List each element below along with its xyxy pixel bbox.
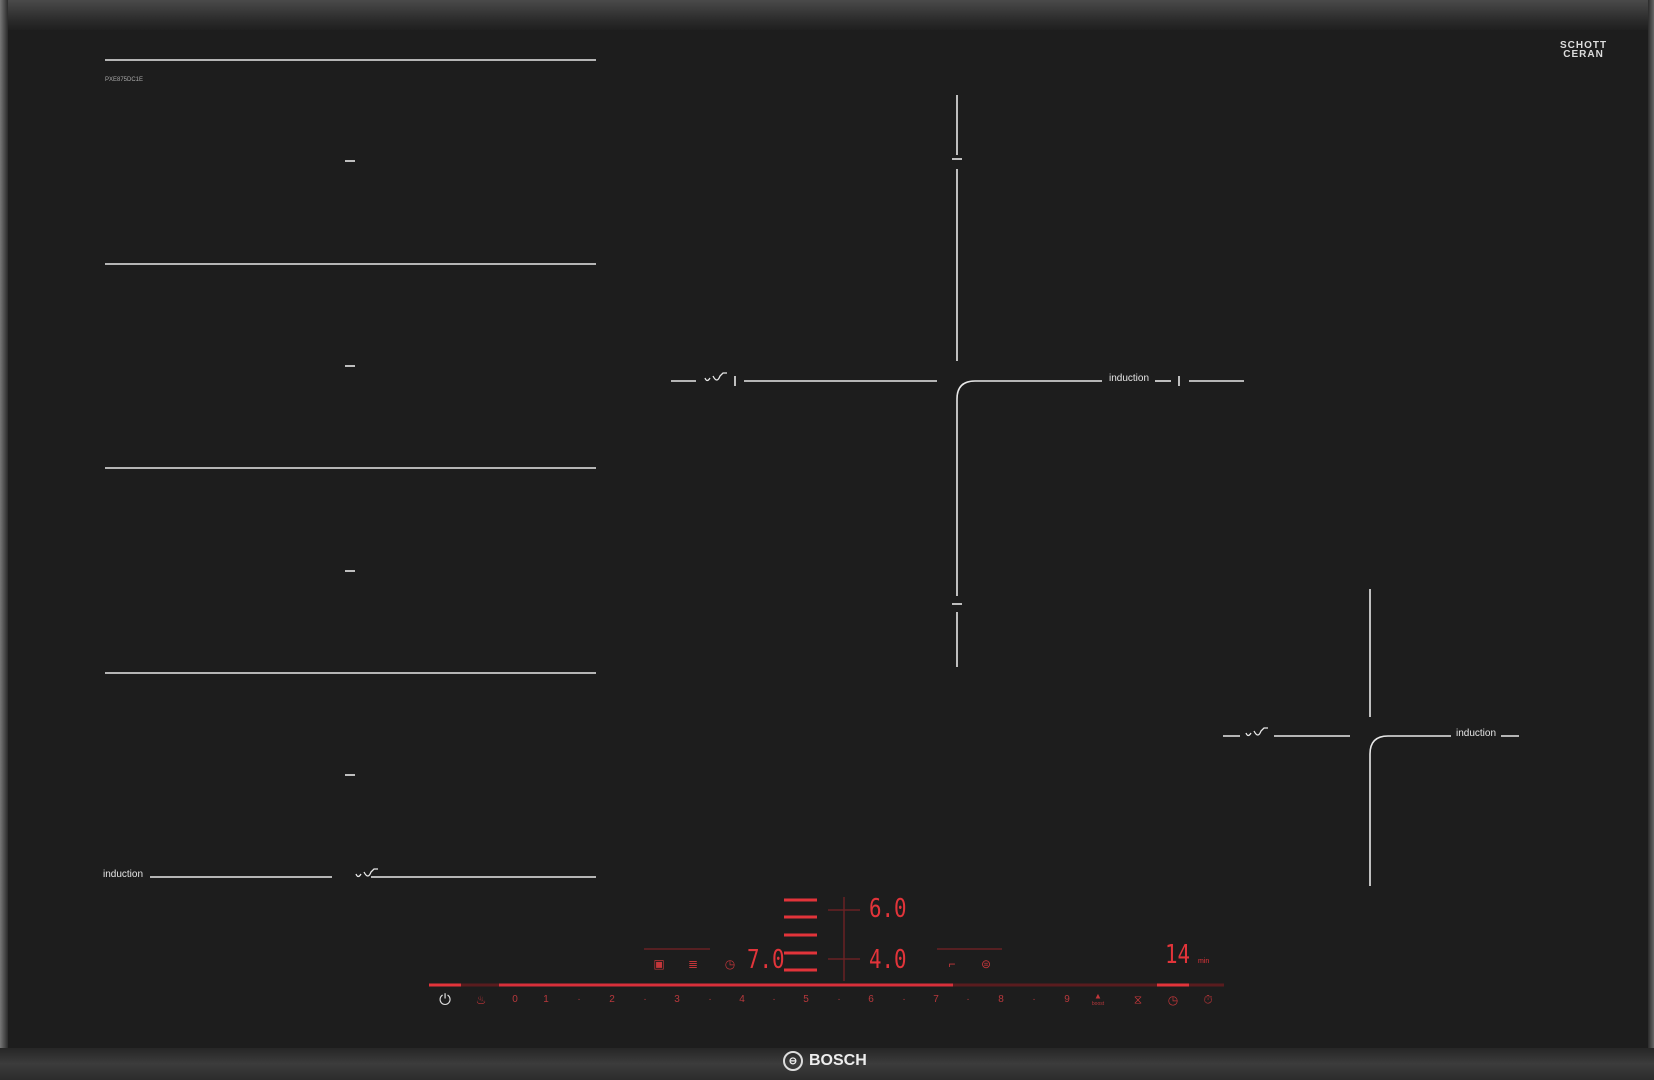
power-level-7[interactable]: 7	[933, 994, 939, 1005]
pan-symbol-icon	[355, 868, 378, 878]
pan-symbol-icon	[704, 372, 727, 382]
power-level-3-5[interactable]: ·	[708, 994, 712, 1005]
induction-label: induction	[1456, 728, 1497, 739]
zone-power-display-front[interactable]: 6.0	[869, 894, 907, 924]
hourglass-icon[interactable]: ⧖	[1133, 992, 1143, 1007]
power-level-5-5[interactable]: ·	[837, 994, 841, 1005]
schott-ceran-logo: SCHOTT CERAN	[1560, 40, 1608, 60]
pan-sensor-icon[interactable]: ▣	[653, 957, 665, 971]
induction-label: induction	[1109, 373, 1150, 384]
frame-top	[0, 0, 1654, 30]
clock-icon[interactable]: ◷	[1167, 993, 1179, 1007]
flex-zone-icon[interactable]: ⊜	[980, 957, 992, 971]
power-level-2[interactable]: 2	[609, 994, 615, 1005]
boost-icon[interactable]: ▲	[1094, 991, 1102, 1001]
power-level-8-5[interactable]: ·	[1032, 994, 1036, 1005]
frame-bottom	[0, 1048, 1654, 1080]
frame-right	[1648, 0, 1654, 1080]
brand-name: BOSCH	[809, 1052, 867, 1069]
bosch-armature-icon: ⊖	[783, 1051, 803, 1071]
minutes-display: 14	[1165, 940, 1191, 970]
keep-warm-icon[interactable]: ≣	[687, 957, 699, 971]
stopwatch-icon[interactable]: ⏱	[1203, 992, 1213, 1007]
model-number: PXE875DC1E	[105, 77, 144, 83]
right-zone-corner	[1369, 735, 1393, 886]
power-level-0[interactable]: 0	[512, 994, 518, 1005]
power-level-6-5[interactable]: ·	[902, 994, 906, 1005]
frame-left	[0, 0, 8, 1080]
power-level-3[interactable]: 3	[674, 994, 680, 1005]
power-level-9[interactable]: 9	[1064, 994, 1070, 1005]
power-level-4-5[interactable]: ·	[772, 994, 776, 1005]
power-icon[interactable]: ⏻	[439, 991, 451, 1009]
induction-label: induction	[103, 869, 144, 880]
bosch-logo: ⊖ BOSCH	[783, 1051, 867, 1071]
timer-display: 7.0	[747, 945, 785, 975]
move-function-icon[interactable]: ⌐	[948, 957, 956, 971]
zone-power-display-rear[interactable]: 4.0	[869, 945, 907, 975]
power-level-1-5[interactable]: ·	[577, 994, 581, 1005]
power-level-8[interactable]: 8	[998, 994, 1004, 1005]
power-level-6[interactable]: 6	[868, 994, 874, 1005]
power-level-7-5[interactable]: ·	[966, 994, 970, 1005]
pan-symbol-icon	[1245, 727, 1268, 737]
clock-icon[interactable]: ◷	[724, 957, 736, 971]
center-zone-corner	[956, 380, 981, 596]
logo-line-2: CERAN	[1563, 49, 1604, 60]
minutes-unit: min	[1198, 958, 1210, 965]
power-level-1[interactable]: 1	[543, 994, 549, 1005]
logo-line-1: SCHOTT	[1560, 40, 1608, 51]
power-level-4[interactable]: 4	[739, 994, 745, 1005]
pan-icon[interactable]: ♨	[475, 993, 487, 1007]
power-level-5[interactable]: 5	[803, 994, 809, 1005]
boost-label: boost	[1091, 1001, 1105, 1007]
power-level-2-5[interactable]: ·	[643, 994, 647, 1005]
